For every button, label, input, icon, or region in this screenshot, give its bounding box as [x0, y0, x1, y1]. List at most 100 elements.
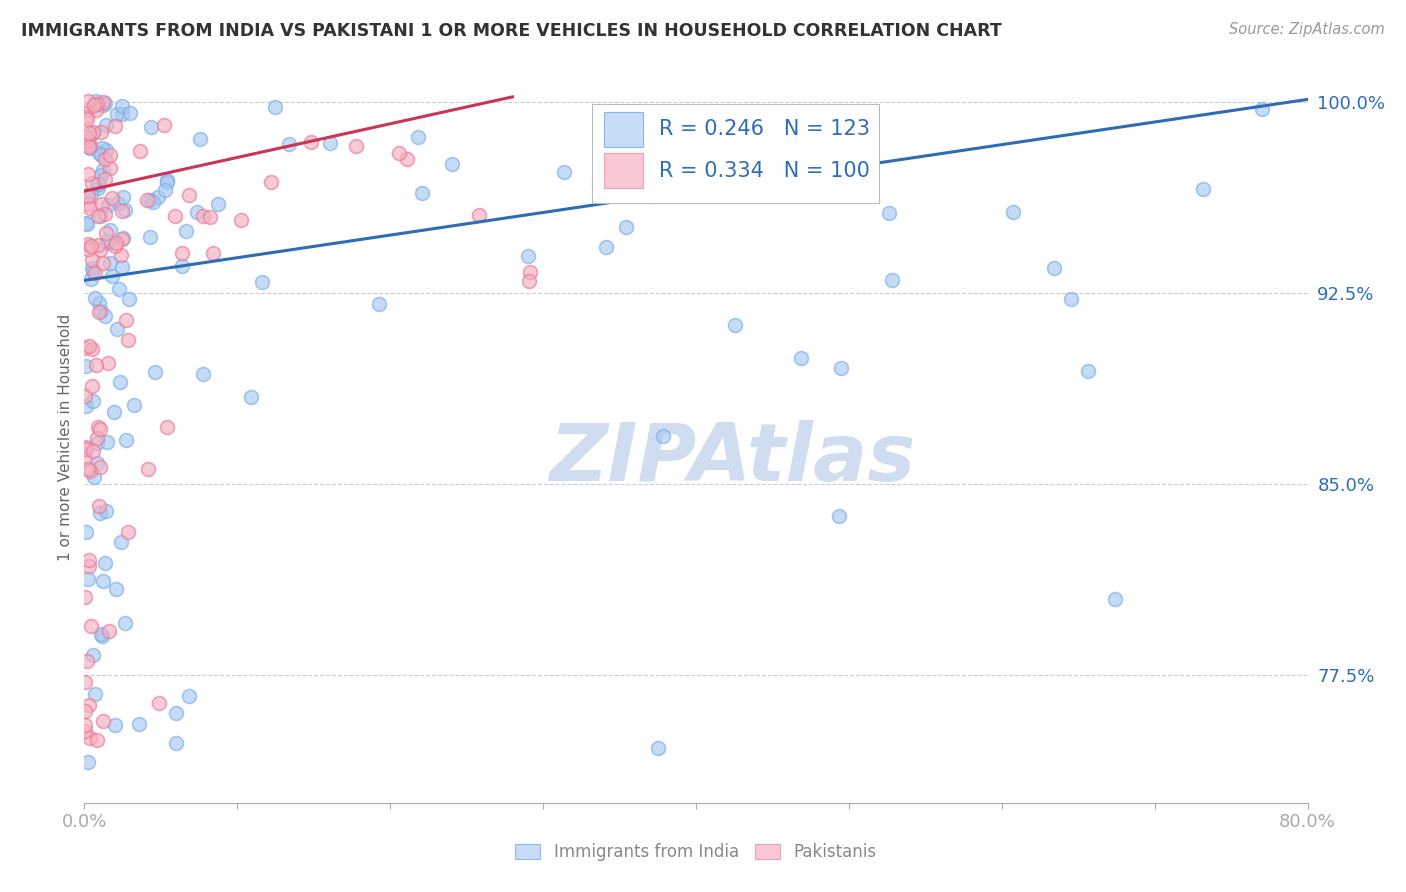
Point — [75, 704, 97, 718]
Point — [114, 615, 136, 630]
Point — [80, 253, 103, 268]
Point — [1002, 205, 1025, 219]
Point — [239, 390, 262, 404]
Point — [124, 398, 146, 412]
Point — [516, 249, 538, 263]
Point — [107, 195, 129, 210]
Point — [101, 191, 124, 205]
Point — [96, 118, 118, 132]
Point — [440, 157, 463, 171]
Point — [174, 224, 197, 238]
Point — [118, 292, 141, 306]
Point — [77, 126, 100, 140]
Point — [77, 698, 100, 713]
Point — [1043, 261, 1066, 276]
Point — [640, 189, 662, 203]
Point — [278, 137, 301, 152]
Point — [94, 143, 117, 157]
Point — [98, 161, 121, 176]
Point — [86, 732, 108, 747]
Point — [75, 441, 97, 455]
Point — [882, 273, 904, 287]
Point — [519, 265, 541, 279]
Point — [77, 140, 100, 154]
Point — [110, 534, 132, 549]
Point — [191, 368, 214, 382]
Point — [93, 574, 115, 588]
FancyBboxPatch shape — [592, 104, 880, 203]
Point — [86, 96, 108, 111]
Point — [94, 207, 117, 221]
Point — [93, 556, 115, 570]
Point — [87, 237, 110, 252]
Point — [263, 100, 285, 114]
Point — [97, 235, 120, 250]
Point — [89, 422, 111, 436]
Point — [90, 168, 112, 182]
Point — [108, 375, 131, 389]
Point — [76, 217, 98, 231]
Text: R = 0.334   N = 100: R = 0.334 N = 100 — [659, 161, 870, 181]
Point — [191, 209, 214, 223]
Point — [87, 296, 110, 310]
Point — [89, 209, 111, 223]
Point — [170, 246, 193, 260]
Point — [75, 718, 97, 732]
Point — [395, 152, 418, 166]
Point — [139, 120, 162, 134]
Point — [108, 282, 131, 296]
Point — [82, 126, 104, 140]
Point — [89, 459, 111, 474]
Point — [76, 112, 98, 127]
Point — [75, 524, 97, 539]
Point — [118, 106, 141, 120]
Point — [165, 736, 187, 750]
Point — [77, 558, 100, 573]
Point — [468, 208, 491, 222]
Point — [849, 153, 872, 167]
Point — [96, 434, 118, 449]
Point — [97, 197, 120, 211]
Point — [790, 351, 813, 366]
Point — [201, 246, 224, 260]
Point — [89, 507, 111, 521]
Point — [104, 582, 127, 596]
Point — [1077, 364, 1099, 378]
Point — [91, 141, 114, 155]
Point — [87, 209, 110, 223]
Point — [76, 103, 98, 117]
Point — [117, 333, 139, 347]
Point — [96, 504, 118, 518]
Text: IMMIGRANTS FROM INDIA VS PAKISTANI 1 OR MORE VEHICLES IN HOUSEHOLD CORRELATION C: IMMIGRANTS FROM INDIA VS PAKISTANI 1 OR … — [21, 22, 1002, 40]
Point — [75, 675, 97, 690]
Point — [104, 718, 127, 732]
Point — [75, 389, 97, 403]
Point — [84, 359, 107, 373]
Point — [82, 263, 104, 277]
Point — [86, 181, 108, 195]
Point — [94, 172, 117, 186]
Point — [90, 303, 112, 318]
Point — [75, 591, 97, 605]
Point — [80, 272, 103, 286]
Point — [76, 197, 98, 211]
Point — [136, 193, 159, 207]
Point — [83, 98, 105, 112]
Point — [138, 230, 160, 244]
Point — [75, 359, 97, 374]
Point — [77, 553, 100, 567]
Point — [80, 619, 103, 633]
FancyBboxPatch shape — [605, 112, 644, 146]
Point — [156, 172, 179, 186]
Point — [76, 462, 98, 476]
Text: Source: ZipAtlas.com: Source: ZipAtlas.com — [1229, 22, 1385, 37]
Point — [89, 178, 111, 192]
Point — [79, 201, 101, 215]
Point — [76, 243, 98, 257]
Point — [1251, 103, 1274, 117]
Point — [87, 145, 110, 160]
Point — [595, 240, 617, 254]
Point — [75, 129, 97, 144]
Point — [91, 714, 114, 728]
Y-axis label: 1 or more Vehicles in Household: 1 or more Vehicles in Household — [58, 313, 73, 561]
